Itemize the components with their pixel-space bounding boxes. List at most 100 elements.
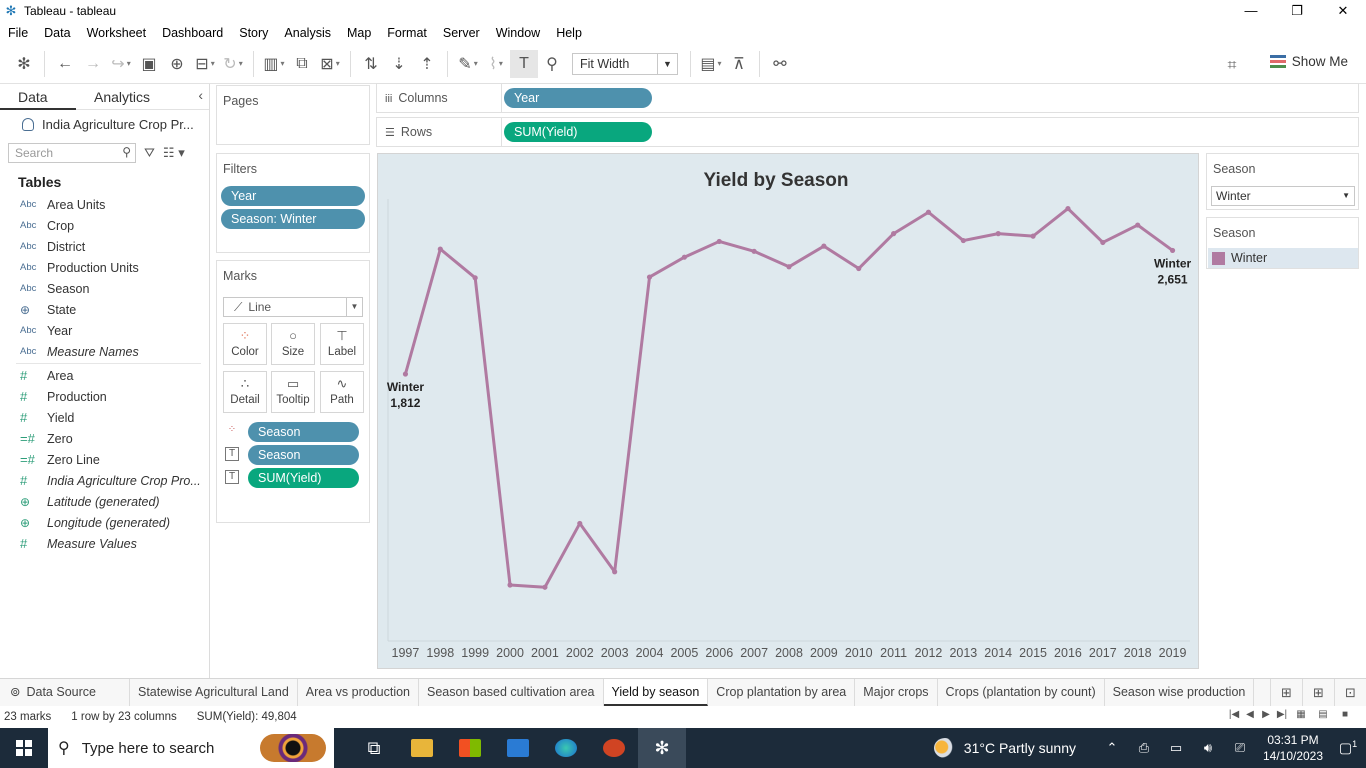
columns-pill-year[interactable]: Year [504, 88, 652, 108]
field-item[interactable]: Abc Production Units [0, 257, 209, 278]
marks-pill-sum-yield[interactable]: SUM(Yield) [248, 468, 359, 488]
sort-ascending-icon[interactable]: ⇣ [392, 55, 406, 73]
tab-season-wise-production[interactable]: Season wise production [1105, 679, 1255, 706]
tab-major-crops[interactable]: Major crops [855, 679, 938, 706]
task-view-icon[interactable]: ⧉ [367, 737, 381, 758]
columns-shelf[interactable]: iii Columns Year [376, 83, 1359, 113]
prev-sheet-icon[interactable]: ◀ [1246, 709, 1254, 720]
tab-yield-by-season[interactable]: Yield by season [603, 679, 709, 706]
field-item[interactable]: ⊕ State [0, 299, 209, 320]
new-story-icon[interactable]: ⊡ [1334, 679, 1366, 706]
marks-size-button[interactable]: ○ Size [271, 323, 315, 365]
data-point[interactable] [925, 209, 932, 215]
redo-icon[interactable]: → [85, 54, 101, 72]
network-icon[interactable]: ⎚ [1234, 740, 1246, 755]
menu-story[interactable]: Story [239, 26, 269, 40]
new-dashboard-icon[interactable]: ⊞ [1302, 679, 1334, 706]
pause-updates-icon[interactable]: ⊟ [191, 50, 219, 78]
data-point[interactable] [1065, 205, 1071, 212]
group-members-icon[interactable]: ⌇ [482, 50, 510, 78]
share-icon[interactable]: ⚯ [773, 55, 787, 73]
powerpoint-icon[interactable] [590, 728, 638, 768]
fix-axes-icon[interactable]: ⚲ [546, 55, 558, 73]
data-point[interactable] [681, 254, 687, 260]
data-point[interactable] [821, 243, 827, 249]
filter-pill-season[interactable]: Season: Winter [221, 209, 365, 229]
clear-sheet-icon[interactable]: ⊠ [316, 50, 344, 78]
marks-path-button[interactable]: ∿ Path [320, 371, 364, 413]
data-point[interactable] [612, 569, 618, 575]
volume-icon[interactable]: 🔊︎ [1203, 740, 1213, 755]
search-input[interactable]: Search ⚲ [8, 143, 136, 163]
swap-rows-columns-icon[interactable]: ⇅ [364, 55, 378, 73]
tab-analytics[interactable]: Analytics [94, 89, 151, 105]
rows-pill-sum-yield[interactable]: SUM(Yield) [504, 122, 652, 142]
restore-button[interactable]: ❐ [1291, 3, 1303, 18]
data-point[interactable] [646, 274, 653, 280]
menu-help[interactable]: Help [556, 26, 582, 40]
menu-data[interactable]: Data [44, 26, 71, 40]
field-item[interactable]: Abc District [0, 236, 209, 257]
undo-icon[interactable]: ← [57, 54, 73, 72]
tab-area-vs-production[interactable]: Area vs production [298, 679, 420, 706]
menu-worksheet[interactable]: Worksheet [86, 26, 147, 40]
data-point[interactable] [1135, 222, 1141, 228]
start-button[interactable] [0, 728, 48, 768]
taskbar-search-input[interactable]: ⚲ Type here to search [48, 728, 334, 768]
data-point[interactable] [786, 264, 792, 270]
field-item[interactable]: =# Zero [0, 428, 209, 449]
menu-server[interactable]: Server [442, 26, 480, 40]
meet-now-icon[interactable]: ⎙ [1138, 740, 1150, 755]
fit-dropdown[interactable]: Fit Width ▼ [572, 52, 678, 75]
tableau-taskbar-icon[interactable]: ✻ [638, 728, 686, 768]
chevron-up-icon[interactable]: ⌃ [1106, 740, 1118, 755]
field-item[interactable]: Abc Season [0, 278, 209, 299]
grid-view-icon[interactable]: ▦ [1296, 709, 1306, 720]
tab-crop-plantation-by-area[interactable]: Crop plantation by area [708, 679, 856, 706]
format-painter-icon[interactable]: ⌗ [1227, 57, 1237, 74]
data-point[interactable] [1169, 247, 1176, 254]
data-point[interactable] [437, 246, 443, 252]
clock[interactable]: 03:31 PM 14/10/2023 [1256, 732, 1330, 764]
field-item[interactable]: Abc Area Units [0, 194, 209, 215]
filter-pill-year[interactable]: Year [221, 186, 365, 206]
new-worksheet-icon[interactable]: ⊞ [1270, 679, 1302, 706]
menu-file[interactable]: File [8, 26, 29, 40]
season-filter-dropdown[interactable]: Winter ▼ [1211, 186, 1355, 206]
replay-icon[interactable]: ↪ [107, 50, 135, 78]
marks-pill-season-color[interactable]: Season [248, 422, 359, 442]
marks-detail-button[interactable]: ∴ Detail [223, 371, 267, 413]
field-item[interactable]: # Yield [0, 407, 209, 428]
collapse-pane-icon[interactable]: ‹ [198, 87, 203, 103]
weather-widget[interactable]: 31°C Partly sunny [933, 738, 1076, 758]
field-item[interactable]: # India Agriculture Crop Pro... [0, 470, 209, 491]
view-list-icon[interactable]: ☷ ▾ [162, 145, 185, 160]
menu-map[interactable]: Map [346, 26, 372, 40]
mark-type-dropdown[interactable]: ⟋ Line ▼ [223, 297, 363, 317]
tab-season-based-cultivation-area[interactable]: Season based cultivation area [419, 679, 604, 706]
data-point[interactable] [891, 231, 897, 237]
menu-window[interactable]: Window [495, 26, 541, 40]
field-item[interactable]: # Production [0, 386, 209, 407]
data-point[interactable] [716, 238, 722, 245]
data-point[interactable] [995, 231, 1001, 237]
first-sheet-icon[interactable]: |◀ [1228, 709, 1240, 720]
datasource-item[interactable]: India Agriculture Crop Pr... [0, 110, 209, 138]
data-point[interactable] [1030, 233, 1036, 239]
mail-icon[interactable] [494, 728, 542, 768]
new-datasource-icon[interactable]: ⊕ [170, 55, 184, 73]
data-point[interactable] [577, 520, 583, 527]
data-point[interactable] [960, 237, 966, 244]
field-item[interactable]: Abc Year [0, 320, 209, 341]
tab-data[interactable]: Data [0, 84, 76, 110]
file-explorer-icon[interactable] [398, 728, 446, 768]
field-item[interactable]: Abc Measure Names [0, 341, 209, 362]
tab-statewise-agricultural-land[interactable]: Statewise Agricultural Land [130, 679, 298, 706]
data-point[interactable] [856, 265, 862, 272]
show-mark-labels-icon[interactable]: T [510, 49, 538, 78]
notification-icon[interactable]: ▢1 [1338, 739, 1358, 756]
show-me-button[interactable]: Show Me [1269, 54, 1348, 69]
edge-icon[interactable] [542, 728, 590, 768]
marks-pill-season-label[interactable]: Season [248, 445, 359, 465]
duplicate-sheet-icon[interactable]: ⧉ [296, 54, 308, 72]
